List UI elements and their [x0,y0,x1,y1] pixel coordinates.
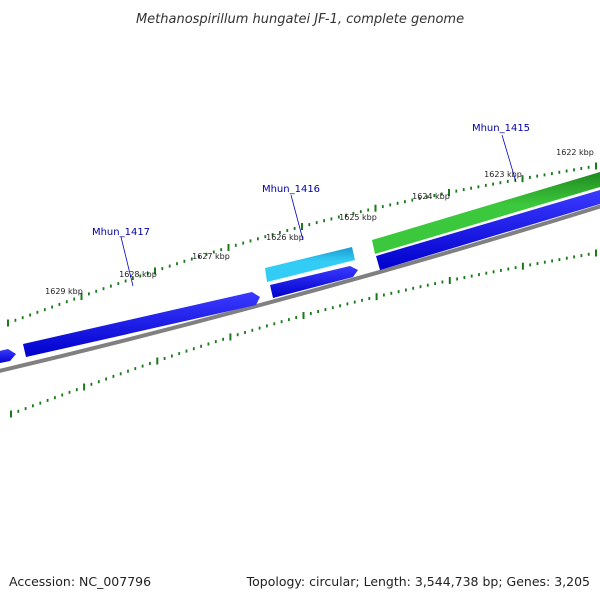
genome-stats-label: Topology: circular; Length: 3,544,738 bp… [246,574,590,589]
cds-feature[interactable] [0,349,16,364]
cds-feature[interactable] [270,266,358,298]
gene-mhun-1415[interactable] [372,172,600,254]
gene-label-mhun-1416[interactable]: Mhun_1416 [262,184,320,195]
tick-label-1624: 1624 kbp [412,192,450,201]
tick-label-1623: 1623 kbp [484,170,522,179]
cds-feature[interactable] [376,190,600,270]
tick-label-1627: 1627 kbp [192,252,230,261]
leader-line-mhun-1415 [501,134,517,183]
tick-label-1626: 1626 kbp [266,233,304,242]
tick-labels: 1629 kbp 1628 kbp 1627 kbp 1626 kbp 1625… [45,148,594,296]
leader-line-mhun-1417 [120,236,134,287]
genome-backbone [0,204,600,373]
leader-line-mhun-1416 [290,194,304,241]
inner-tick-ring [10,249,597,418]
accession-label: Accession: NC_007796 [9,574,151,589]
map-title: Methanospirillum hungatei JF-1, complete… [136,12,464,27]
cds-feature[interactable] [23,292,260,357]
gene-label-mhun-1415[interactable]: Mhun_1415 [472,123,530,134]
gene-mhun-1416[interactable] [265,247,355,282]
outer-tick-ring [7,162,597,327]
gene-label-mhun-1417[interactable]: Mhun_1417 [92,227,150,238]
tick-label-1625: 1625 kbp [339,213,377,222]
tick-label-1628: 1628 kbp [119,270,157,279]
tick-label-1622: 1622 kbp [556,148,594,157]
tick-label-1629: 1629 kbp [45,287,83,296]
